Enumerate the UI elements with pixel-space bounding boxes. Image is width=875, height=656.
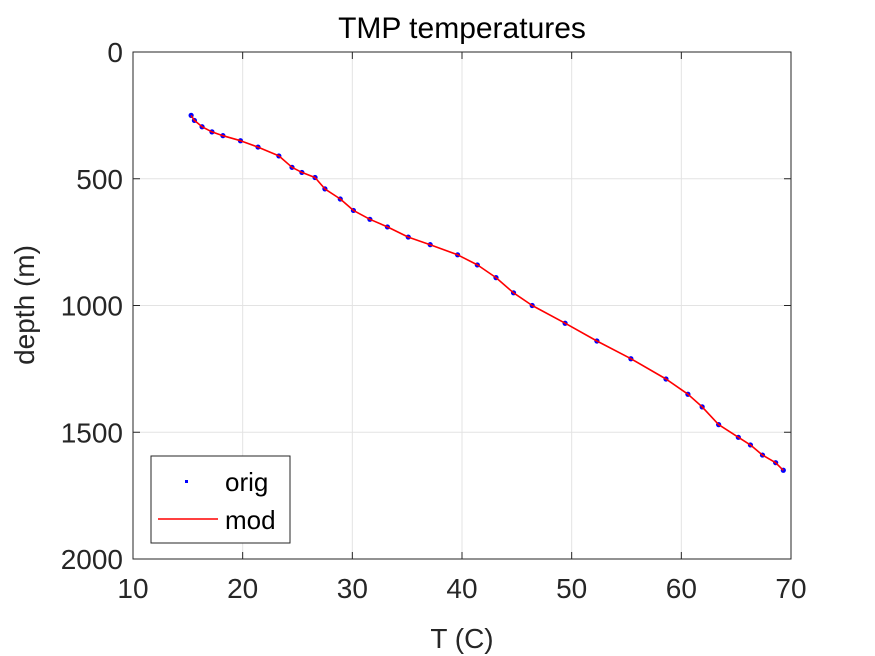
y-tick-label: 1500 [61, 417, 123, 448]
legend-marker-orig [185, 480, 188, 483]
chart-title: TMP temperatures [338, 12, 586, 45]
x-axis-label: T (C) [430, 623, 493, 654]
legend: orig mod [150, 455, 291, 544]
x-tick-label: 10 [117, 573, 148, 604]
series-layer [188, 112, 786, 473]
ticks [132, 51, 792, 560]
series-line-mod [190, 114, 784, 471]
x-tick-label: 70 [775, 573, 806, 604]
y-tick-label: 2000 [61, 544, 123, 575]
tick-labels: 10 20 30 40 50 60 70 0 500 1000 1500 2000 [61, 37, 807, 604]
x-tick-label: 60 [666, 573, 697, 604]
x-tick-label: 30 [337, 573, 368, 604]
y-tick-label: 1000 [61, 291, 123, 322]
legend-box [150, 455, 291, 544]
y-tick-label: 0 [107, 37, 123, 68]
legend-label-mod: mod [225, 505, 276, 535]
legend-label-orig: orig [225, 467, 268, 497]
y-tick-label: 500 [76, 164, 123, 195]
x-tick-label: 50 [556, 573, 587, 604]
x-tick-label: 20 [227, 573, 258, 604]
y-axis-label: depth (m) [9, 245, 40, 365]
x-tick-label: 40 [446, 573, 477, 604]
